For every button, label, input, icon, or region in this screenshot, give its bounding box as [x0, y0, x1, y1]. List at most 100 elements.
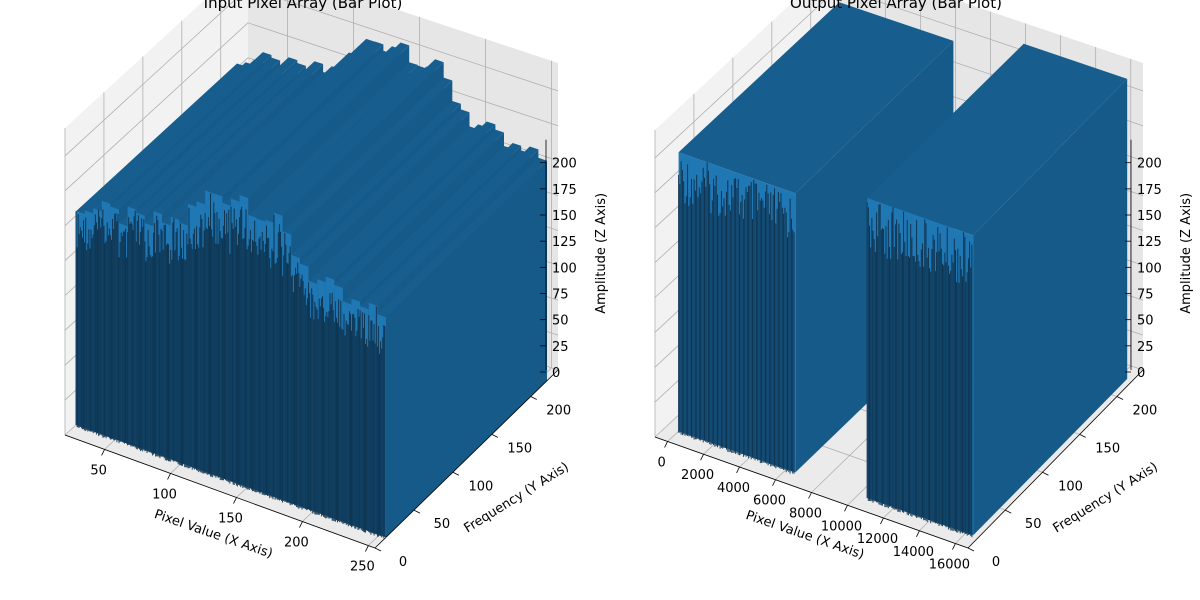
chart-panel-1: 50 100 150 200 250 0 50 100 150 200 0 25 50 75 100 125 1… [64, 0, 609, 575]
x-tick-label: 6000 [753, 494, 786, 509]
x-tick-label: 16000 [929, 558, 970, 573]
bars [678, 2, 1128, 538]
bar-face [325, 121, 496, 280]
z-tick-label: 125 [1137, 235, 1162, 250]
z-tick-label: 50 [1137, 314, 1154, 329]
y-axis-line [967, 369, 1144, 549]
y-tick-label: 200 [1132, 404, 1157, 419]
bar-face [136, 63, 306, 216]
z-tick-label: 50 [552, 314, 569, 329]
x-axis-line [64, 434, 376, 549]
x-tick-label: 4000 [717, 481, 750, 496]
x-tick-mark [916, 530, 920, 537]
y-tick-label: 150 [507, 441, 532, 456]
z-tick-label: 100 [552, 261, 577, 276]
bar-face [213, 41, 384, 197]
x-tick-label: 100 [152, 488, 177, 503]
x-tick-label: 50 [90, 463, 107, 478]
z-tick-label: 75 [1137, 288, 1154, 303]
x-tick-label: 150 [218, 512, 243, 527]
bar-face [248, 62, 418, 219]
x-tick-label: 14000 [893, 545, 934, 560]
x-axis-label: Pixel Value (X Axis) [152, 507, 274, 562]
y-tick-mark [1005, 509, 1012, 514]
z-tick-label: 0 [552, 366, 560, 381]
bar-face [334, 129, 504, 288]
y-tick-label: 200 [546, 404, 571, 419]
x-tick-mark [233, 497, 237, 504]
y-axis-label: Frequency (Y Axis) [1051, 460, 1161, 537]
bar-face [101, 52, 272, 204]
bars [75, 38, 547, 539]
y-tick-mark [452, 471, 460, 476]
z-tick-label: 0 [1137, 366, 1145, 381]
bar-face [205, 38, 375, 194]
chart-title: Input Pixel Array (Bar Plot) [204, 0, 403, 12]
y-tick-mark [530, 396, 537, 400]
bar-face [351, 143, 522, 302]
bar-face [256, 65, 427, 222]
bar-face [291, 101, 461, 258]
z-tick-label: 125 [552, 235, 577, 250]
z-axis-label: Amplitude (Z Axis) [1179, 193, 1194, 314]
bar-face [678, 2, 954, 194]
x-tick-label: 200 [284, 536, 309, 551]
x-tick-label: 8000 [789, 507, 822, 522]
x-tick-mark [952, 543, 956, 550]
y-tick-label: 100 [1058, 479, 1083, 494]
z-tick-label: 25 [1137, 340, 1154, 355]
bar-face [867, 43, 1128, 236]
y-tick-label: 100 [468, 479, 493, 494]
z-tick-label: 150 [552, 209, 577, 224]
y-axis-line [374, 369, 559, 549]
y-axis-label: Frequency (Y Axis) [462, 460, 572, 537]
y-tick-mark [413, 509, 421, 514]
z-axis-label: Amplitude (Z Axis) [594, 193, 609, 314]
x-tick-mark [101, 449, 105, 456]
z-tick-label: 100 [1137, 261, 1162, 276]
chart-title: Output Pixel Array (Bar Plot) [790, 0, 1002, 12]
y-tick-label: 150 [1095, 441, 1120, 456]
x-tick-label: 250 [350, 560, 375, 575]
y-tick-label: 0 [992, 555, 1000, 570]
bar-face [282, 77, 453, 235]
y-tick-mark [967, 547, 975, 552]
x-tick-mark [365, 545, 369, 552]
y-tick-mark [1042, 471, 1049, 476]
bar-face [368, 146, 539, 306]
x-tick-mark [299, 521, 303, 528]
y-tick-label: 0 [399, 555, 407, 570]
z-tick-label: 175 [552, 183, 577, 198]
bar-face [973, 78, 1128, 536]
bar-face [386, 160, 547, 538]
bar-face [110, 57, 281, 210]
x-tick-mark [772, 479, 776, 486]
bar-face [274, 59, 444, 216]
x-tick-mark [880, 517, 884, 525]
x-tick-label: 10000 [821, 519, 862, 534]
x-tick-label: 12000 [857, 532, 898, 547]
x-tick-mark [844, 505, 848, 512]
bar-face [153, 61, 324, 215]
z-tick-label: 75 [552, 288, 569, 303]
y-tick-mark [491, 434, 498, 438]
x-tick-label: 2000 [681, 468, 714, 483]
y-tick-mark [1116, 396, 1124, 400]
z-gridline [64, 22, 559, 192]
bar-face [377, 157, 547, 318]
x-tick-mark [167, 473, 171, 480]
y-tick-mark [374, 547, 382, 552]
x-tick-mark [808, 492, 812, 499]
bar-face [127, 57, 298, 210]
y-tick-label: 50 [1025, 517, 1042, 532]
x-tick-mark [700, 454, 704, 461]
z-tick-label: 25 [552, 340, 569, 355]
z-tick-label: 175 [1137, 183, 1162, 198]
x-tick-label: 0 [657, 456, 665, 471]
x-tick-mark [736, 466, 740, 474]
z-tick-label: 200 [552, 157, 577, 172]
y-tick-label: 50 [434, 517, 451, 532]
y-tick-mark [1079, 434, 1086, 438]
